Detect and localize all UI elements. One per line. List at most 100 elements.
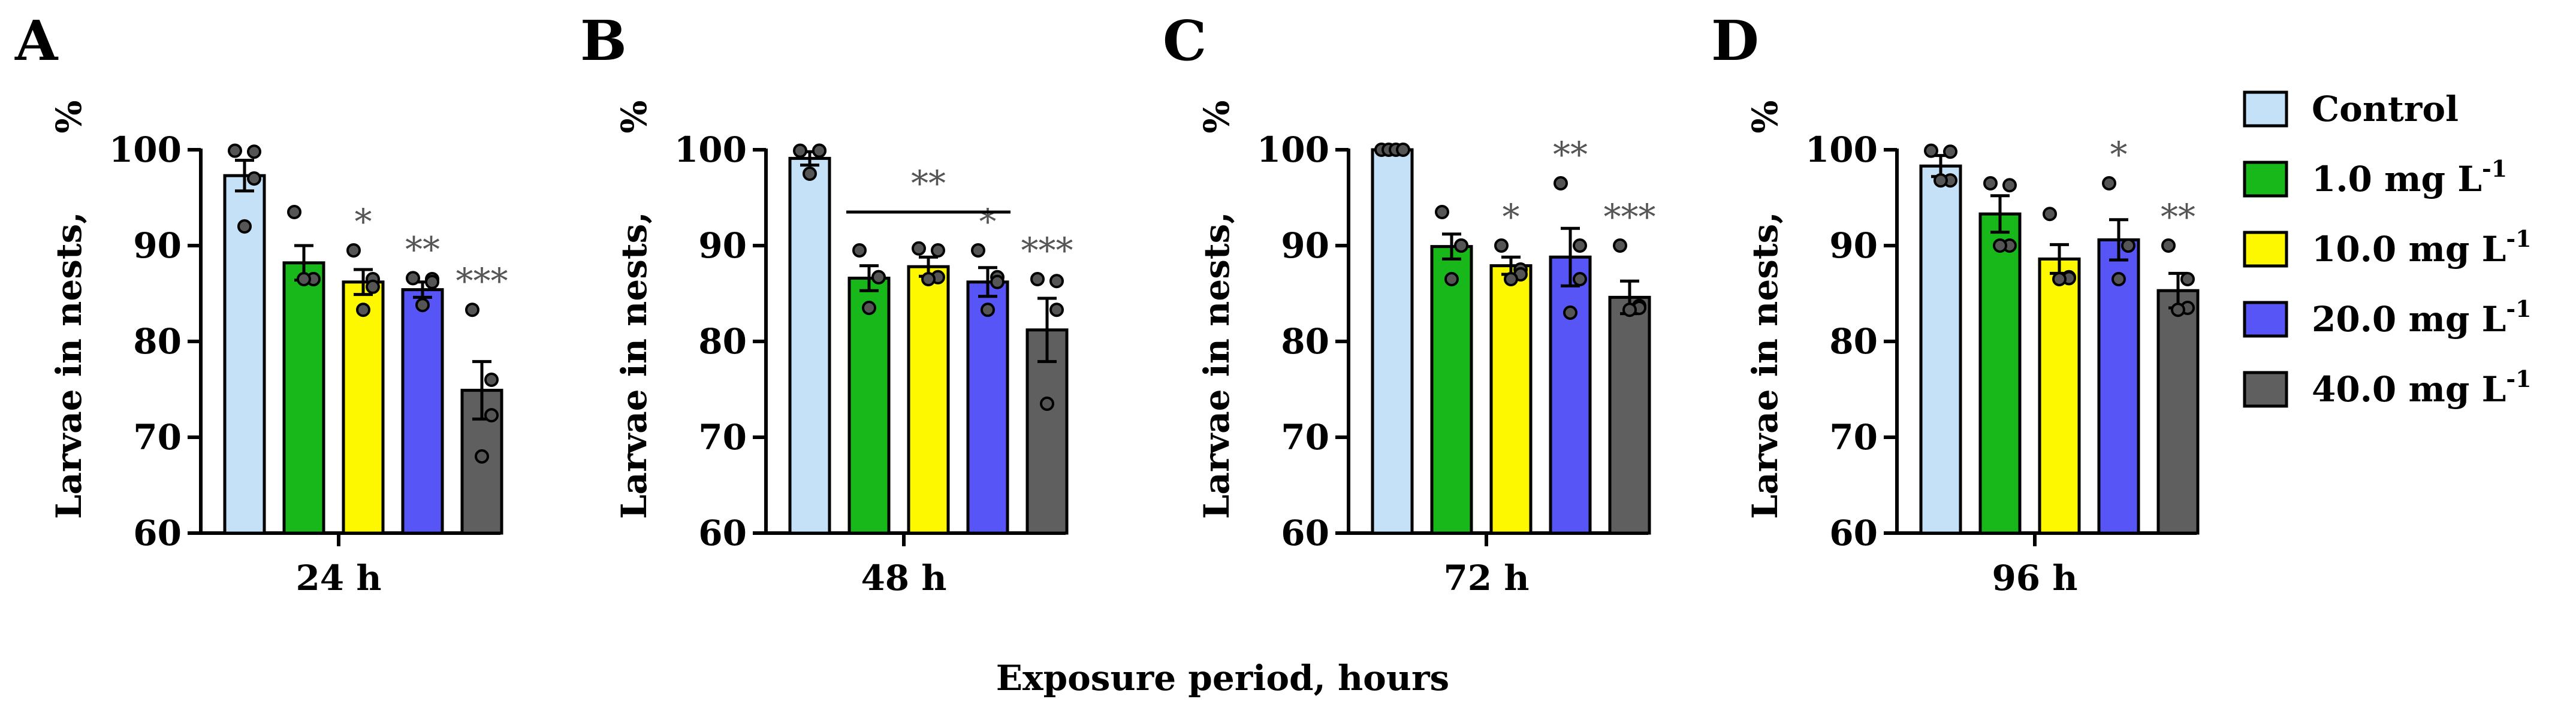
- y-tick-label: 100: [1257, 129, 1329, 170]
- legend-swatch: [2243, 90, 2288, 128]
- bar: [2038, 257, 2081, 535]
- data-point: [2121, 238, 2135, 253]
- data-point: [1933, 173, 1948, 188]
- y-tick-label: 90: [698, 225, 747, 266]
- data-point: [425, 274, 439, 289]
- legend-item: 10.0 mg L-1: [2243, 225, 2532, 270]
- legend-swatch: [2243, 301, 2288, 338]
- data-point: [1444, 272, 1459, 286]
- x-axis-title: Exposure period, hours: [996, 658, 1449, 698]
- bar: [1025, 328, 1069, 535]
- y-tick-label: 90: [1829, 225, 1878, 266]
- legend-swatch: [2243, 371, 2288, 408]
- data-point: [990, 274, 1005, 289]
- bar: [1549, 255, 1592, 535]
- data-point: [921, 272, 936, 286]
- data-point: [793, 143, 807, 158]
- legend-label: Control: [2312, 89, 2459, 129]
- data-point: [1049, 302, 1064, 317]
- data-point: [2180, 272, 2195, 286]
- y-axis-unit: %: [614, 100, 654, 133]
- y-axis-label: Larvae in nests,: [614, 211, 654, 519]
- y-axis-unit: %: [49, 100, 89, 133]
- y-axis-label: Larvae in nests,: [1196, 211, 1237, 519]
- panel-letter: C: [1163, 8, 1206, 73]
- data-point: [366, 279, 380, 294]
- data-point: [1554, 176, 1568, 190]
- y-tick-label: 80: [1281, 321, 1329, 362]
- data-point: [912, 241, 926, 256]
- data-point: [1030, 272, 1045, 286]
- data-point: [1396, 143, 1410, 157]
- legend-superscript: -1: [2506, 365, 2531, 392]
- data-point: [2161, 238, 2176, 253]
- legend-label: 40.0 mg L-1: [2312, 365, 2532, 410]
- data-point: [1924, 143, 1938, 158]
- data-point: [475, 449, 489, 464]
- bar: [1978, 212, 2022, 535]
- y-tick-label: 70: [133, 417, 182, 458]
- bar: [282, 261, 325, 535]
- y-tick-label: 80: [698, 321, 747, 362]
- bar: [1608, 295, 1651, 535]
- y-tick-label: 90: [133, 225, 182, 266]
- x-category-label: 96 h: [1992, 558, 2077, 598]
- data-point: [484, 373, 499, 387]
- data-point: [465, 302, 479, 317]
- y-tick-label: 60: [133, 513, 182, 553]
- legend-label: 1.0 mg L-1: [2312, 155, 2507, 199]
- y-tick-label: 100: [1805, 129, 1878, 170]
- data-point: [971, 243, 985, 258]
- data-point: [415, 298, 430, 313]
- data-point: [1049, 274, 1064, 289]
- panel-letter: A: [14, 8, 59, 73]
- data-point: [1943, 144, 1957, 159]
- y-tick-label: 60: [1281, 513, 1329, 553]
- data-point: [852, 243, 867, 258]
- significance-marker: *: [1503, 196, 1520, 237]
- legend-item: 1.0 mg L-1: [2243, 155, 2507, 199]
- significance-marker: ***: [1021, 230, 1073, 271]
- bar: [847, 276, 891, 535]
- data-point: [406, 271, 420, 286]
- significance-marker: *: [979, 201, 997, 242]
- data-point: [2043, 207, 2057, 222]
- significance-marker: ***: [456, 261, 508, 301]
- data-point: [862, 301, 876, 315]
- data-point: [1454, 238, 1468, 253]
- legend-superscript: -1: [2506, 295, 2531, 322]
- data-point: [1573, 272, 1587, 286]
- bar: [1489, 264, 1533, 535]
- panel-letter: B: [580, 8, 627, 73]
- significance-marker: **: [1553, 134, 1588, 175]
- significance-marker: *: [2110, 134, 2128, 175]
- legend-item: 20.0 mg L-1: [2243, 295, 2532, 340]
- data-point: [803, 167, 817, 181]
- significance-marker: ***: [1604, 196, 1656, 237]
- legend-superscript: -1: [2506, 225, 2531, 252]
- y-tick-label: 90: [1281, 225, 1329, 266]
- y-tick-label: 80: [133, 321, 182, 362]
- significance-marker: **: [405, 229, 440, 270]
- legend-item: Control: [2243, 89, 2459, 129]
- y-tick-label: 70: [1281, 417, 1329, 458]
- data-point: [1040, 397, 1054, 411]
- legend-label: 20.0 mg L-1: [2312, 295, 2532, 340]
- y-axis-unit: %: [1196, 100, 1237, 133]
- legend-item: 40.0 mg L-1: [2243, 365, 2532, 410]
- bar: [907, 265, 950, 535]
- legend-swatch: [2243, 161, 2288, 198]
- y-axis-label: Larvae in nests,: [1745, 211, 1785, 519]
- data-point: [2171, 302, 2185, 317]
- legend-superscript: -1: [2482, 155, 2507, 182]
- data-point: [1613, 238, 1627, 253]
- data-point: [228, 143, 242, 158]
- y-tick-label: 100: [674, 129, 747, 170]
- x-category-label: 72 h: [1443, 558, 1529, 598]
- significance-marker: *: [355, 201, 372, 242]
